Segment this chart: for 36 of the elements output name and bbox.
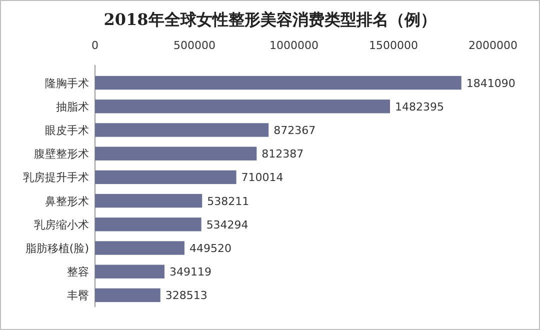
y-tick-label: 眼皮手术 bbox=[45, 124, 89, 137]
bar bbox=[95, 288, 160, 302]
bar bbox=[95, 264, 164, 278]
bar bbox=[95, 146, 257, 160]
bar bbox=[95, 218, 202, 232]
data-label: 349119 bbox=[169, 266, 212, 279]
bar bbox=[95, 123, 269, 137]
data-label: 1482395 bbox=[394, 100, 444, 114]
y-tick-label: 脂肪移植(脸) bbox=[25, 242, 89, 255]
y-tick-label: 抽脂术 bbox=[56, 100, 89, 114]
data-label: 538211 bbox=[207, 194, 250, 208]
x-tick-label: 1500000 bbox=[369, 39, 418, 52]
x-tick-label: 2000000 bbox=[468, 39, 518, 52]
data-label: 534294 bbox=[206, 218, 248, 232]
y-tick-label: 隆胸手术 bbox=[45, 76, 89, 90]
data-label: 1841090 bbox=[466, 76, 516, 90]
y-tick-label: 丰臀 bbox=[67, 289, 89, 302]
y-tick-label: 鼻整形术 bbox=[45, 194, 89, 208]
data-label: 328513 bbox=[165, 289, 208, 302]
x-tick-label: 0 bbox=[92, 39, 98, 52]
x-tick-label: 1000000 bbox=[270, 39, 318, 52]
bar bbox=[95, 241, 184, 255]
y-tick-label: 整容 bbox=[67, 266, 89, 279]
y-tick-label: 乳房缩小术 bbox=[34, 218, 89, 232]
bar bbox=[95, 194, 202, 208]
bar bbox=[95, 76, 462, 90]
data-label: 449520 bbox=[189, 242, 232, 255]
y-tick-label: 腹壁整形术 bbox=[34, 148, 89, 161]
bar bbox=[95, 170, 236, 184]
y-tick-label: 乳房提升手术 bbox=[23, 171, 89, 184]
data-label: 872367 bbox=[274, 124, 316, 137]
data-label: 812387 bbox=[262, 148, 304, 161]
chart-title: 2018年全球女性整形美容消费类型排名（例） bbox=[104, 10, 436, 29]
x-tick-label: 500000 bbox=[174, 39, 216, 52]
bar bbox=[95, 100, 390, 114]
data-label: 710014 bbox=[241, 171, 284, 184]
